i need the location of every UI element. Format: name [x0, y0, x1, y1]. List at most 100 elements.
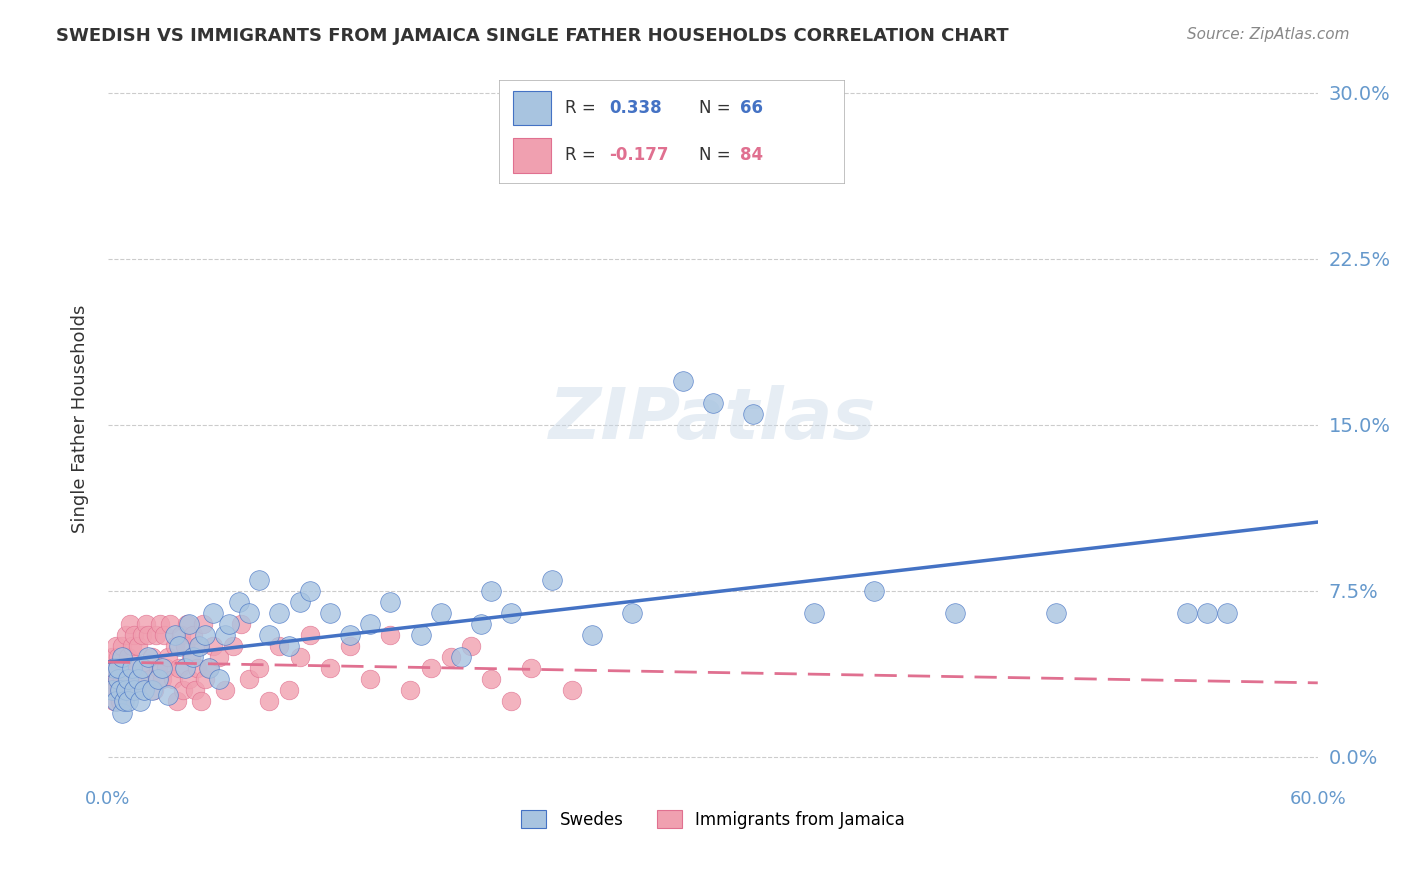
Point — [148, 673, 170, 687]
Point — [247, 661, 270, 675]
Point — [259, 628, 281, 642]
Point — [131, 661, 153, 675]
Point — [167, 661, 190, 675]
Point — [166, 694, 188, 708]
Point — [121, 661, 143, 675]
Text: -0.177: -0.177 — [609, 146, 669, 164]
Point — [191, 617, 214, 632]
Point — [173, 639, 195, 653]
Point — [672, 374, 695, 388]
Point — [157, 650, 180, 665]
Text: N =: N = — [699, 99, 731, 117]
Text: 84: 84 — [741, 146, 763, 164]
Point — [540, 573, 562, 587]
Point — [163, 628, 186, 642]
Point — [621, 606, 644, 620]
Point — [107, 673, 129, 687]
Text: N =: N = — [699, 146, 731, 164]
Point — [115, 673, 138, 687]
Point — [108, 683, 131, 698]
Point — [450, 650, 472, 665]
Point — [177, 673, 200, 687]
Point — [111, 639, 134, 653]
Point — [152, 661, 174, 675]
Point — [117, 650, 139, 665]
Point — [183, 683, 205, 698]
Point — [339, 628, 361, 642]
Point — [198, 661, 221, 675]
Legend: Swedes, Immigrants from Jamaica: Swedes, Immigrants from Jamaica — [515, 804, 911, 835]
Point — [181, 650, 204, 665]
Point — [229, 617, 252, 632]
Point — [214, 628, 236, 642]
Point — [143, 683, 166, 698]
Point — [127, 639, 149, 653]
Point — [269, 606, 291, 620]
Point — [180, 650, 202, 665]
Point — [108, 694, 131, 708]
Point — [288, 650, 311, 665]
Point — [163, 639, 186, 653]
Point — [1195, 606, 1218, 620]
Point — [98, 673, 121, 687]
Point — [194, 628, 217, 642]
Point — [380, 628, 402, 642]
Point — [198, 661, 221, 675]
Point — [122, 628, 145, 642]
Point — [155, 661, 177, 675]
Point — [359, 673, 381, 687]
Y-axis label: Single Father Households: Single Father Households — [72, 305, 89, 533]
Point — [863, 583, 886, 598]
Point — [105, 639, 128, 653]
Point — [181, 628, 204, 642]
Point — [111, 706, 134, 720]
Text: Source: ZipAtlas.com: Source: ZipAtlas.com — [1187, 27, 1350, 42]
Point — [139, 673, 162, 687]
Point — [479, 583, 502, 598]
Point — [238, 673, 260, 687]
Point — [127, 673, 149, 687]
Point — [201, 606, 224, 620]
Point — [108, 661, 131, 675]
Text: ZIPatlas: ZIPatlas — [550, 384, 876, 454]
Point — [145, 628, 167, 642]
Point — [278, 639, 301, 653]
Point — [131, 628, 153, 642]
Point — [359, 617, 381, 632]
Point — [122, 683, 145, 698]
Point — [152, 673, 174, 687]
Point — [214, 683, 236, 698]
Point — [278, 683, 301, 698]
Point — [298, 583, 321, 598]
Point — [803, 606, 825, 620]
Point — [173, 661, 195, 675]
Point — [134, 661, 156, 675]
Point — [117, 694, 139, 708]
Point — [228, 595, 250, 609]
Point — [520, 661, 543, 675]
Point — [440, 650, 463, 665]
Point — [107, 661, 129, 675]
Point — [194, 673, 217, 687]
Point — [501, 606, 523, 620]
Point — [101, 650, 124, 665]
Point — [134, 683, 156, 698]
Point — [339, 639, 361, 653]
Point — [288, 595, 311, 609]
Point — [501, 694, 523, 708]
Point — [105, 673, 128, 687]
Point — [208, 673, 231, 687]
Point — [259, 694, 281, 708]
Point — [111, 673, 134, 687]
Point — [460, 639, 482, 653]
Point — [169, 628, 191, 642]
Point — [149, 617, 172, 632]
Text: SWEDISH VS IMMIGRANTS FROM JAMAICA SINGLE FATHER HOUSEHOLDS CORRELATION CHART: SWEDISH VS IMMIGRANTS FROM JAMAICA SINGL… — [56, 27, 1010, 45]
Point — [136, 628, 159, 642]
Point — [298, 628, 321, 642]
Point — [319, 606, 342, 620]
Point — [399, 683, 422, 698]
Point — [121, 661, 143, 675]
Point — [943, 606, 966, 620]
Point — [112, 694, 135, 708]
